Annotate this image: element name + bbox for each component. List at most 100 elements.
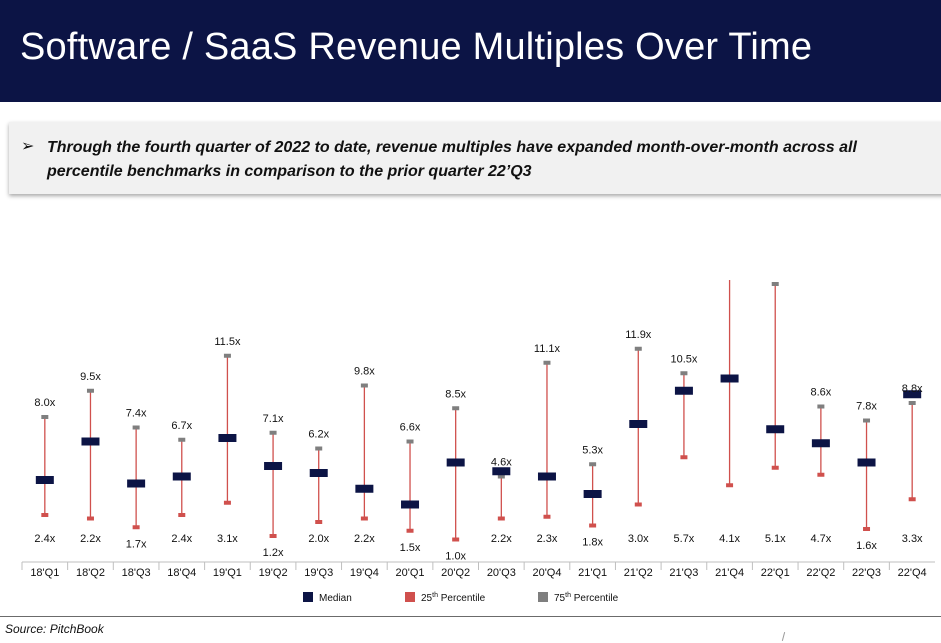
p25-label: 1.6x xyxy=(856,540,877,552)
p75-label: 6.7x xyxy=(171,420,192,432)
p25-label: 2.2x xyxy=(354,533,375,545)
p75-label: 6.2x xyxy=(308,429,329,441)
x-tick-label: 22'Q4 xyxy=(898,567,927,579)
x-tick-label: 21'Q1 xyxy=(578,567,607,579)
p75-marker xyxy=(634,346,642,351)
x-tick-label: 20'Q4 xyxy=(532,567,561,579)
p75-marker xyxy=(863,418,871,423)
p75-label: 11.1x xyxy=(534,343,561,355)
p25-label: 2.3x xyxy=(537,533,558,545)
x-tick-label: 21'Q4 xyxy=(715,567,744,579)
p25-marker xyxy=(817,472,825,477)
p25-label: 1.5x xyxy=(400,542,421,554)
x-tick-label: 20'Q2 xyxy=(441,567,470,579)
x-tick-label: 19'Q2 xyxy=(259,567,288,579)
p25-label: 2.2x xyxy=(491,533,512,545)
x-tick-label: 19'Q3 xyxy=(304,567,333,579)
p75-marker xyxy=(86,388,94,393)
median-marker xyxy=(583,490,602,498)
p25-label: 2.0x xyxy=(308,533,329,545)
callout-box: ➢ Through the fourth quarter of 2022 to … xyxy=(9,122,941,194)
p75-label: 7.1x xyxy=(263,413,284,425)
p75-marker xyxy=(406,439,414,444)
p25-marker xyxy=(634,502,642,507)
p75-marker xyxy=(315,446,323,451)
p75-label: 11.5x xyxy=(214,336,241,348)
p25-label: 5.7x xyxy=(674,533,695,545)
median-marker xyxy=(492,467,511,476)
p75-label: 10.5x xyxy=(670,353,697,365)
p75-marker xyxy=(680,371,688,376)
p25-label: 4.1x xyxy=(719,533,740,545)
x-tick-label: 21'Q3 xyxy=(669,567,698,579)
x-tick-label: 22'Q1 xyxy=(761,567,790,579)
p25-label: 2.4x xyxy=(171,533,192,545)
p75-marker xyxy=(360,383,368,388)
median-marker xyxy=(674,386,693,395)
p25-marker xyxy=(178,513,186,517)
p75-marker xyxy=(908,401,916,405)
p25-marker xyxy=(360,516,368,521)
p25-label: 5.1x xyxy=(765,533,786,545)
p25-marker xyxy=(908,497,916,502)
median-marker xyxy=(857,458,876,467)
p25-marker xyxy=(680,455,688,460)
p25-label: 1.2x xyxy=(263,547,284,559)
p75-label: 8.0x xyxy=(34,397,55,409)
x-tick-label: 18'Q3 xyxy=(122,567,151,579)
source-note: Source: PitchBook xyxy=(5,622,104,636)
p25-marker xyxy=(41,513,49,517)
median-marker xyxy=(766,425,785,434)
decorative-mark xyxy=(781,632,786,641)
p75-label: 7.4x xyxy=(126,408,147,420)
p25-marker xyxy=(726,483,734,488)
x-tick-label: 19'Q1 xyxy=(213,567,242,579)
p25-marker xyxy=(497,516,505,521)
median-marker xyxy=(35,476,54,484)
p25-marker xyxy=(132,525,140,530)
p25-label: 3.0x xyxy=(628,533,649,545)
legend-label: Median xyxy=(319,593,352,604)
p75-marker xyxy=(452,406,460,411)
p75-marker xyxy=(41,415,49,419)
p75-label: 4.6x xyxy=(491,457,512,469)
p75-label: 8.8x xyxy=(902,383,923,395)
p75-marker xyxy=(132,425,140,430)
p75-marker xyxy=(223,353,231,358)
median-marker xyxy=(218,434,237,442)
legend-swatch xyxy=(303,592,313,602)
p25-marker xyxy=(452,537,460,542)
median-marker xyxy=(720,374,739,383)
median-marker xyxy=(355,484,374,493)
legend-swatch xyxy=(405,592,415,602)
header-bar: Software / SaaS Revenue Multiples Over T… xyxy=(0,0,941,102)
p75-marker xyxy=(771,282,779,286)
p75-marker xyxy=(497,474,505,479)
x-tick-label: 21'Q2 xyxy=(624,567,653,579)
p75-label: 6.6x xyxy=(400,422,421,434)
p75-label: 8.5x xyxy=(445,388,466,400)
x-tick-label: 20'Q3 xyxy=(487,567,516,579)
p75-label: 7.8x xyxy=(856,401,877,413)
x-tick-label: 20'Q1 xyxy=(396,567,425,579)
p25-label: 2.4x xyxy=(34,533,55,545)
x-tick-label: 18'Q1 xyxy=(30,567,59,579)
p25-marker xyxy=(269,534,277,538)
footer-divider xyxy=(0,616,941,617)
p75-marker xyxy=(543,360,551,365)
median-marker xyxy=(309,469,328,477)
page-title: Software / SaaS Revenue Multiples Over T… xyxy=(20,26,813,68)
p25-label: 1.0x xyxy=(445,551,466,563)
x-tick-label: 18'Q2 xyxy=(76,567,105,579)
median-marker xyxy=(264,462,283,470)
callout-text: Through the fourth quarter of 2022 to da… xyxy=(47,139,857,180)
p25-label: 1.7x xyxy=(126,538,147,550)
x-tick-label: 18'Q4 xyxy=(167,567,196,579)
p25-marker xyxy=(315,520,323,524)
p75-marker xyxy=(269,430,277,435)
p25-marker xyxy=(771,465,779,470)
p75-label: 9.5x xyxy=(80,371,101,383)
median-marker xyxy=(537,472,556,481)
p75-marker xyxy=(589,462,597,467)
p75-label: 5.3x xyxy=(582,444,603,456)
